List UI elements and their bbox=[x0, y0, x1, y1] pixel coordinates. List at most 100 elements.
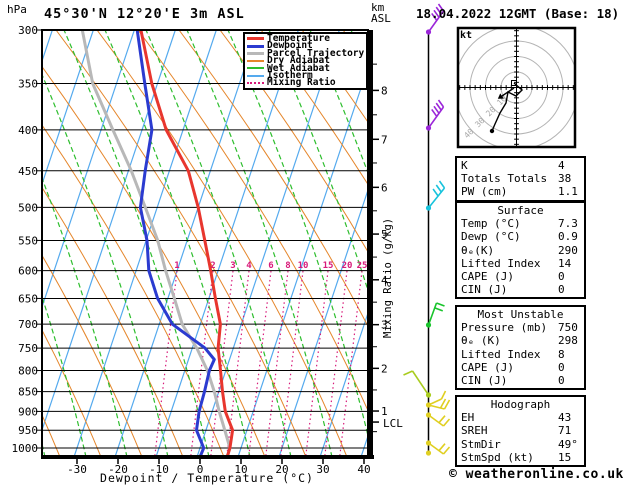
legend-label: Dewpoint bbox=[267, 40, 313, 52]
table-row: CIN (J) 0 bbox=[457, 283, 584, 296]
pressure-tick-label: 400 bbox=[18, 124, 38, 137]
table-row-value: 38 bbox=[558, 172, 572, 186]
storm-motion-arrow bbox=[501, 87, 515, 97]
legend-swatch-isotherm bbox=[247, 74, 264, 77]
legend-item: Parcel Trajectory bbox=[246, 47, 366, 59]
mixing-ratio-label: 15 bbox=[323, 261, 334, 271]
wind-barb-icon bbox=[425, 412, 451, 427]
x-axis-title: Dewpoint / Temperature (°C) bbox=[100, 471, 314, 485]
table-row-label: Dewp (°C) bbox=[461, 230, 521, 244]
table-row-label: θₑ (K) bbox=[461, 334, 501, 348]
legend-item: Wet Adiabat bbox=[246, 62, 366, 74]
wind-barb-icon bbox=[425, 440, 451, 455]
table-row-value: 0 bbox=[558, 373, 565, 387]
table-row: CIN (J) 0 bbox=[457, 374, 584, 387]
mixing-ratio-label: 2 bbox=[210, 261, 215, 271]
table-row: Temp (°C) 7.3 bbox=[457, 217, 584, 230]
table-row-label: Lifted Index bbox=[461, 256, 541, 270]
table-row-label: Temp (°C) bbox=[461, 217, 521, 231]
legend: Temperature Dewpoint Parcel Trajectory Dry … bbox=[243, 32, 368, 90]
table-row-value: 0 bbox=[558, 269, 565, 283]
temperature-tick-label: 0 bbox=[197, 463, 204, 476]
pressure-tick-label: 550 bbox=[18, 234, 38, 247]
table-row: θₑ (K) 298 bbox=[457, 334, 584, 347]
pressure-tick-label: 900 bbox=[18, 405, 38, 418]
table-row-value: 43 bbox=[558, 411, 572, 425]
table-row: SREH 71 bbox=[457, 424, 584, 437]
mixing-ratio-value-labels: 1 2 3 4 6 8 10 15 20 25 bbox=[174, 261, 367, 271]
table-row-value: 49° bbox=[558, 437, 578, 451]
run-date-title: 18.04.2022 12GMT (Base: 18) bbox=[416, 6, 620, 21]
altitude-unit-asl: ASL bbox=[371, 12, 391, 25]
pressure-tick-label: 700 bbox=[18, 318, 38, 331]
table-row-label: CIN (J) bbox=[461, 283, 508, 297]
panel-title: Most Unstable bbox=[477, 308, 564, 321]
table-row-label: K bbox=[461, 159, 468, 172]
km-tick-label: 5 bbox=[381, 228, 388, 241]
pressure-tick-label: 450 bbox=[18, 165, 38, 178]
pressure-tick-label: 350 bbox=[18, 78, 38, 91]
table-row: CAPE (J) 0 bbox=[457, 361, 584, 374]
wind-barb-icon bbox=[403, 370, 432, 398]
km-tick-label: 1 bbox=[381, 405, 388, 418]
mixing-ratio-label: 6 bbox=[268, 261, 273, 271]
legend-swatch-parcel-trajectory bbox=[247, 51, 264, 55]
table-row: Pressure (mb) 750 bbox=[457, 321, 584, 334]
table-row-value: 0.9 bbox=[558, 230, 578, 244]
altitude-unit-km: km bbox=[371, 1, 385, 14]
pressure-tick-label: 800 bbox=[18, 365, 38, 378]
km-tick-label: 2 bbox=[381, 362, 388, 375]
wind-barb-icon bbox=[425, 180, 446, 211]
legend-item: Temperature bbox=[246, 33, 366, 44]
mixing-ratio-label: 10 bbox=[298, 261, 309, 271]
wet-adiabats bbox=[42, 30, 368, 457]
temperature-axis: -30 -20 -10 0 10 20 30 40 bbox=[67, 459, 371, 476]
stability-indices-panel: K 4 Totals Totals 38 PW (cm) 1.1 bbox=[455, 156, 586, 202]
km-tick-label: 4 bbox=[381, 274, 388, 287]
pressure-tick-label: 500 bbox=[18, 201, 38, 214]
mixing-ratio-label: 25 bbox=[357, 261, 368, 271]
table-row: Lifted Index 14 bbox=[457, 257, 584, 270]
wind-barb-icon bbox=[425, 302, 445, 328]
table-row: EH 43 bbox=[457, 411, 584, 424]
table-row: Lifted Index 8 bbox=[457, 348, 584, 361]
table-row-label: Lifted Index bbox=[461, 347, 541, 361]
hodograph-ring-label: 20 bbox=[484, 105, 497, 118]
temperature-tick-label: -20 bbox=[108, 463, 128, 476]
table-row-label: CIN (J) bbox=[461, 373, 508, 387]
table-row-value: 71 bbox=[558, 424, 572, 438]
legend-label: Wet Adiabat bbox=[267, 62, 330, 74]
km-tick-label: 8 bbox=[381, 84, 388, 97]
mixing-ratio-label: 1 bbox=[174, 261, 179, 271]
table-row-value: 0 bbox=[558, 283, 565, 297]
table-row-label: StmSpd (kt) bbox=[461, 450, 534, 464]
mixing-ratio-label: 4 bbox=[246, 261, 252, 271]
table-row-value: 4 bbox=[558, 159, 565, 172]
wind-barb-icon bbox=[425, 3, 445, 35]
credit-footer: © weatheronline.co.uk bbox=[449, 467, 624, 482]
hodograph-border bbox=[456, 26, 577, 149]
dewpoint-curve bbox=[135, 30, 216, 457]
table-row-label: PW (cm) bbox=[461, 185, 508, 199]
wind-barb-icon bbox=[425, 450, 432, 456]
mixing-ratio-label: 3 bbox=[230, 261, 235, 271]
legend-swatch-dewpoint bbox=[247, 44, 264, 48]
legend-item: Isotherm bbox=[246, 70, 366, 80]
most-unstable-panel: Most Unstable Pressure (mb) 750 θₑ (K) 298 Li… bbox=[455, 305, 586, 391]
plot-border bbox=[41, 29, 374, 459]
table-row: StmSpd (kt) 15 bbox=[457, 451, 584, 464]
table-row-label: θₑ(K) bbox=[461, 243, 495, 257]
pressure-tick-label: 1000 bbox=[12, 442, 39, 455]
legend-item: Dry Adiabat bbox=[246, 56, 366, 66]
table-row-value: 750 bbox=[558, 321, 578, 335]
km-axis: 8 7 6 5 4 3 2 1 bbox=[373, 63, 388, 433]
table-row-value: 7.3 bbox=[558, 217, 578, 231]
legend-label: Parcel Trajectory bbox=[267, 47, 365, 59]
table-row-value: 8 bbox=[558, 347, 565, 361]
table-row: Totals Totals 38 bbox=[457, 172, 584, 185]
temperature-curve bbox=[139, 30, 235, 457]
legend-label: Mixing Ratio bbox=[267, 77, 336, 89]
